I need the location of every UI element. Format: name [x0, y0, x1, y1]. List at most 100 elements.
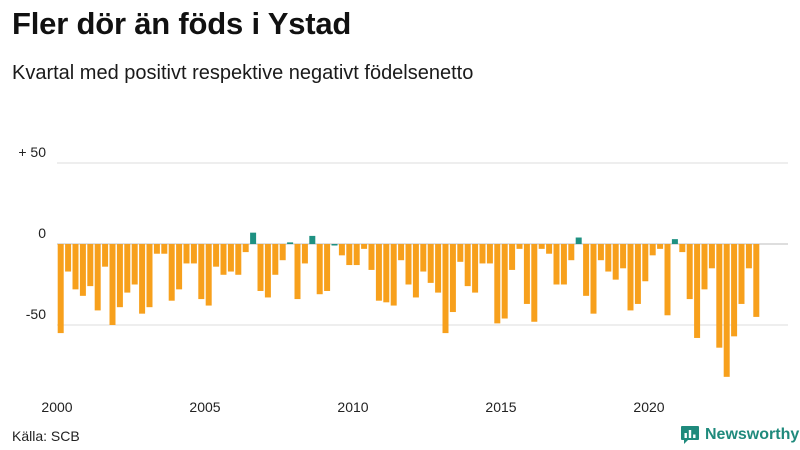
bar — [65, 244, 72, 272]
bar — [109, 244, 116, 325]
bar — [694, 244, 701, 338]
bar — [309, 235, 316, 244]
bar — [87, 244, 94, 287]
bar — [338, 244, 345, 256]
x-tick-label: 2020 — [633, 399, 664, 415]
bar — [671, 239, 678, 244]
bar — [353, 244, 360, 266]
bar — [449, 244, 456, 313]
bar — [205, 244, 212, 306]
bar — [168, 244, 175, 301]
bar — [472, 244, 479, 293]
bar — [738, 244, 745, 304]
bars — [57, 232, 760, 377]
bar — [597, 244, 604, 261]
bar — [272, 244, 279, 275]
bar — [745, 244, 752, 269]
bar — [94, 244, 101, 311]
bar — [627, 244, 634, 311]
bar — [575, 237, 582, 244]
bar — [102, 244, 109, 267]
x-tick-label: 2015 — [485, 399, 516, 415]
bar — [723, 244, 730, 377]
bar — [124, 244, 131, 293]
bar — [583, 244, 590, 296]
bar — [301, 244, 308, 264]
x-tick-label: 2010 — [337, 399, 368, 415]
bar — [486, 244, 493, 264]
bar — [235, 244, 242, 275]
bar — [605, 244, 612, 272]
bar — [538, 244, 545, 249]
chart-title: Fler dör än föds i Ystad — [12, 6, 352, 41]
brand-logo: Newsworthy — [680, 425, 799, 445]
bar — [612, 244, 619, 280]
bar — [131, 244, 138, 285]
bar — [590, 244, 597, 314]
bar — [220, 244, 227, 275]
bar — [72, 244, 79, 290]
bar — [546, 244, 553, 254]
bar — [657, 244, 664, 249]
y-tick-label: -50 — [26, 306, 46, 322]
bar — [161, 244, 168, 254]
bar — [331, 244, 338, 246]
bar — [494, 244, 501, 324]
bar — [420, 244, 427, 272]
y-axis-ticks: + 50 0 -50 — [18, 144, 46, 322]
source-note: Källa: SCB — [12, 428, 80, 444]
chart-subtitle: Kvartal med positivt respektive negativt… — [12, 62, 474, 84]
bar — [523, 244, 530, 304]
bar — [257, 244, 264, 291]
bar — [435, 244, 442, 293]
bar — [427, 244, 434, 283]
bar — [649, 244, 656, 256]
bar — [553, 244, 560, 285]
bar — [731, 244, 738, 337]
bar — [324, 244, 331, 291]
bar — [390, 244, 397, 306]
y-tick-label: + 50 — [18, 144, 46, 160]
bar — [294, 244, 301, 300]
bar — [198, 244, 205, 300]
bar — [560, 244, 567, 285]
bar — [457, 244, 464, 262]
x-axis-ticks: 2000 2005 2010 2015 2020 — [41, 399, 664, 415]
bar — [139, 244, 146, 314]
bar — [442, 244, 449, 334]
x-tick-label: 2000 — [41, 399, 72, 415]
bar — [79, 244, 86, 296]
bar — [279, 244, 286, 261]
bar — [375, 244, 382, 301]
bar — [701, 244, 708, 290]
bar — [686, 244, 693, 300]
bar — [479, 244, 486, 264]
bar — [509, 244, 516, 270]
bar — [213, 244, 220, 267]
bar — [57, 244, 64, 334]
bar — [242, 244, 249, 253]
bar — [361, 244, 368, 249]
bar — [176, 244, 183, 290]
bar — [190, 244, 197, 264]
bar — [250, 232, 257, 244]
bar — [464, 244, 471, 287]
bar — [708, 244, 715, 269]
bar — [664, 244, 671, 316]
bar — [642, 244, 649, 282]
bar — [227, 244, 234, 272]
bar — [153, 244, 160, 254]
bar — [679, 244, 686, 253]
bar — [316, 244, 323, 295]
bar — [634, 244, 641, 304]
bar — [264, 244, 271, 298]
bar — [516, 244, 523, 249]
bar — [287, 242, 294, 244]
bar — [368, 244, 375, 270]
bar — [501, 244, 508, 319]
newsworthy-logo-icon — [681, 426, 699, 444]
y-tick-label: 0 — [38, 225, 46, 241]
bar — [620, 244, 627, 269]
bar — [716, 244, 723, 348]
